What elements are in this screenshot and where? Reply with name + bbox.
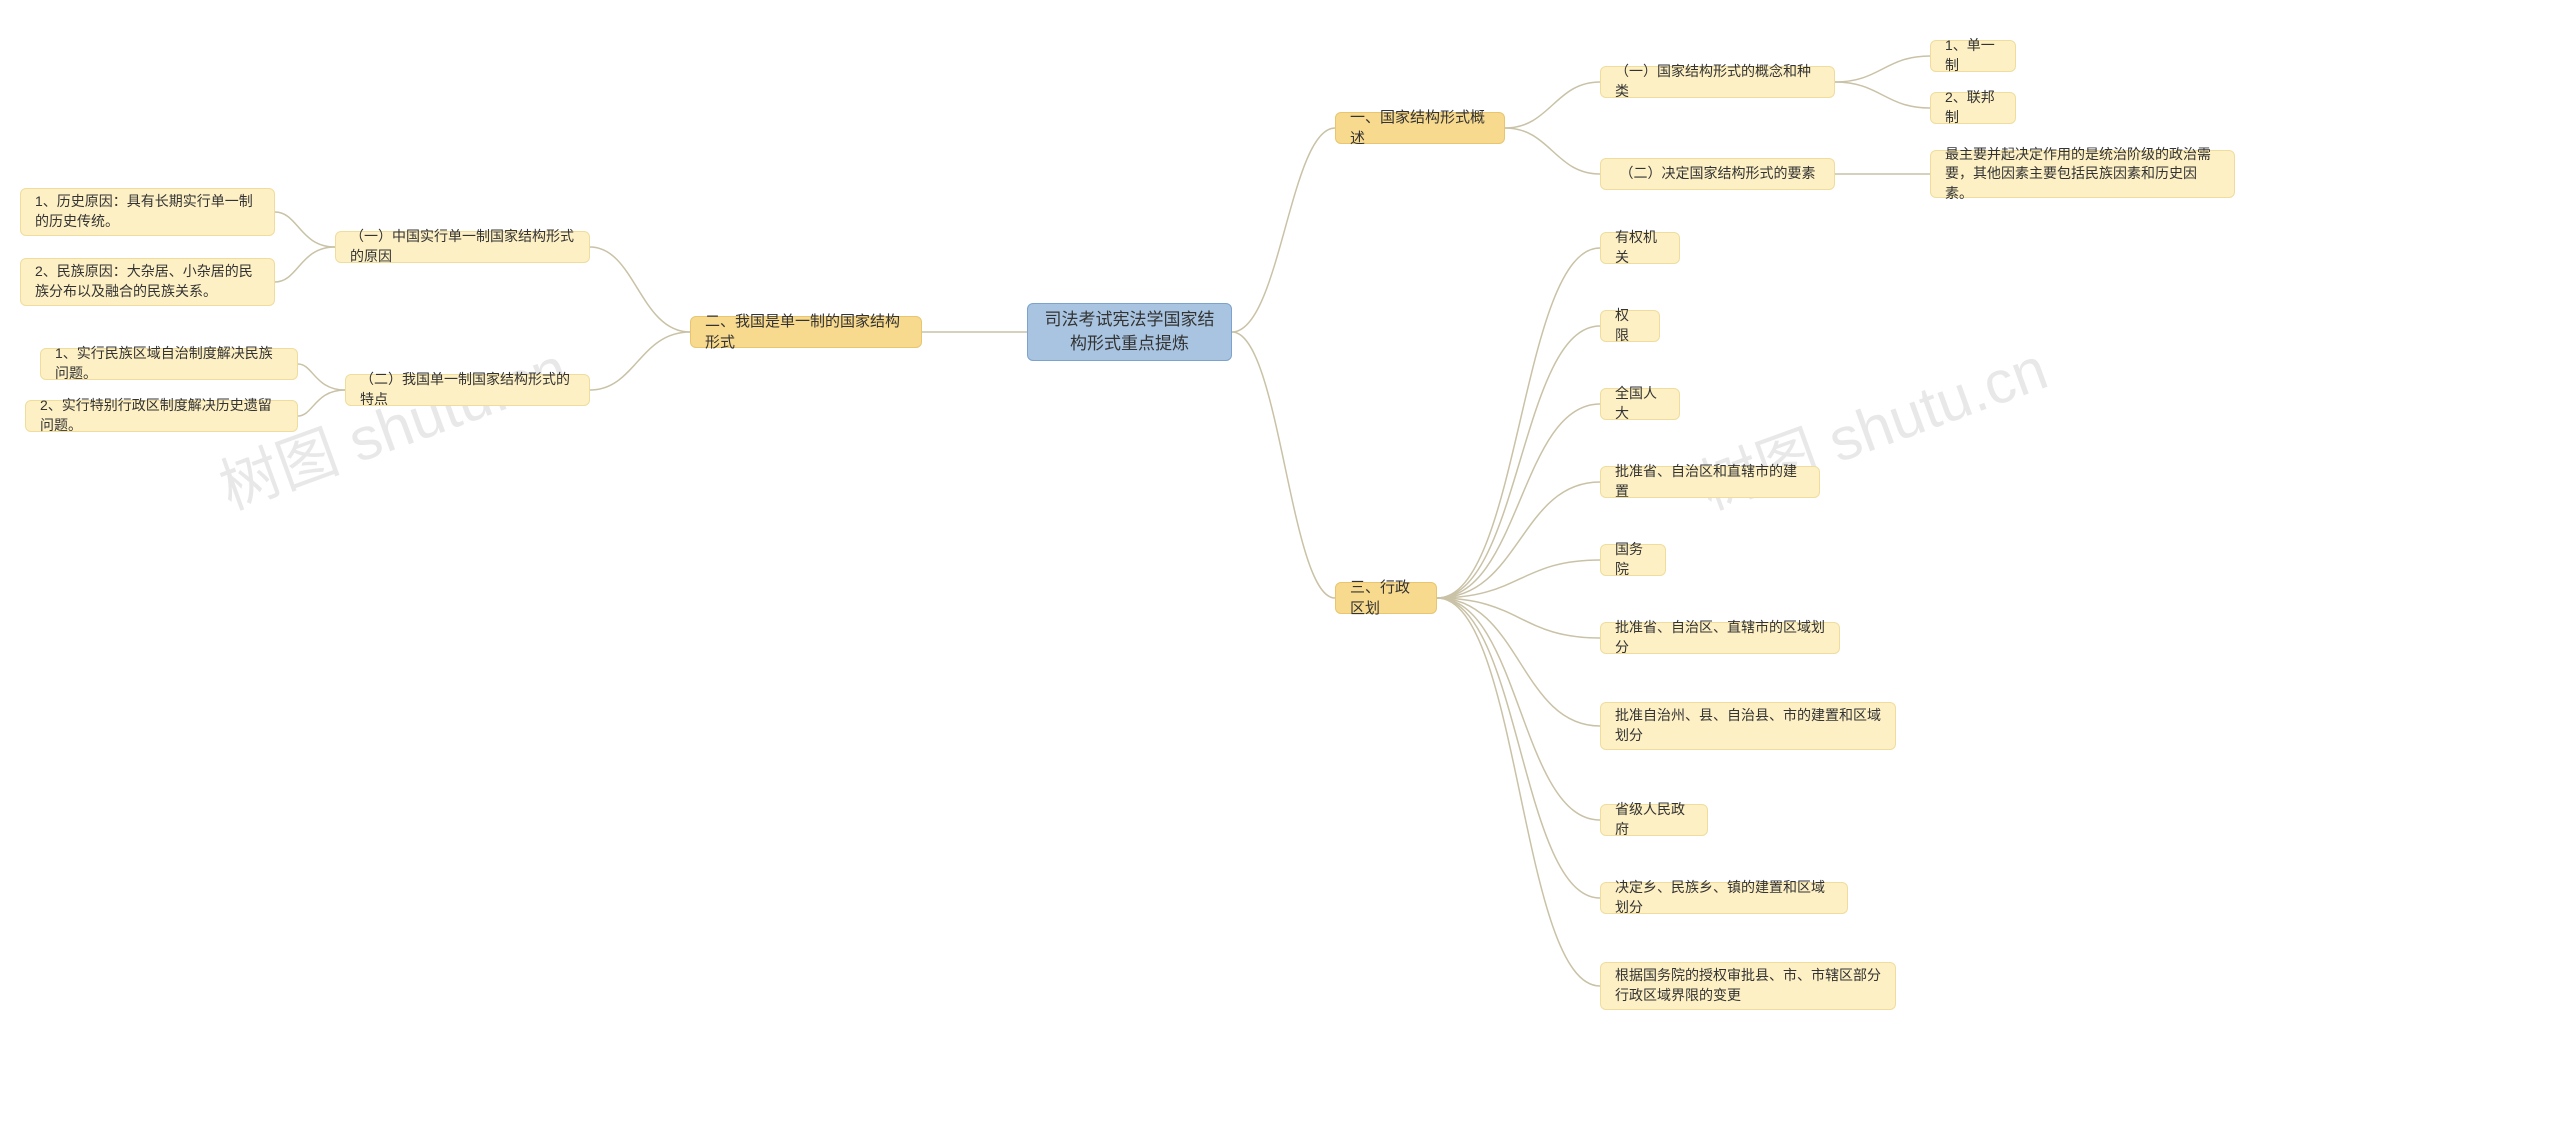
branch3-item1: 权 限 bbox=[1600, 310, 1660, 342]
branch1-sub2-note: 最主要并起决定作用的是统治阶级的政治需要，其他因素主要包括民族因素和历史因素。 bbox=[1930, 150, 2235, 198]
branch1-title: 一、国家结构形式概述 bbox=[1335, 112, 1505, 144]
branch3-item3: 批准省、自治区和直辖市的建置 bbox=[1600, 466, 1820, 498]
branch2-sub2-item1: 2、实行特别行政区制度解决历史遗留问题。 bbox=[25, 400, 298, 432]
branch3-title: 三、行政区划 bbox=[1335, 582, 1437, 614]
branch2-sub2-title: （二）我国单一制国家结构形式的特点 bbox=[345, 374, 590, 406]
branch2-title: 二、我国是单一制的国家结构形式 bbox=[690, 316, 922, 348]
branch3-item8: 决定乡、民族乡、镇的建置和区域划分 bbox=[1600, 882, 1848, 914]
branch2-sub1-item0: 1、历史原因：具有长期实行单一制的历史传统。 bbox=[20, 188, 275, 236]
branch3-item4: 国务院 bbox=[1600, 544, 1666, 576]
root-node: 司法考试宪法学国家结构形式重点提炼 bbox=[1027, 303, 1232, 361]
branch1-sub1-item1: 2、联邦制 bbox=[1930, 92, 2016, 124]
branch3-item2: 全国人大 bbox=[1600, 388, 1680, 420]
branch1-sub1-item0: 1、单一制 bbox=[1930, 40, 2016, 72]
branch2-sub2-item0: 1、实行民族区域自治制度解决民族问题。 bbox=[40, 348, 298, 380]
branch3-item9: 根据国务院的授权审批县、市、市辖区部分行政区域界限的变更 bbox=[1600, 962, 1896, 1010]
branch2-sub1-item1: 2、民族原因：大杂居、小杂居的民族分布以及融合的民族关系。 bbox=[20, 258, 275, 306]
branch3-item0: 有权机关 bbox=[1600, 232, 1680, 264]
branch3-item6: 批准自治州、县、自治县、市的建置和区域划分 bbox=[1600, 702, 1896, 750]
branch3-item5: 批准省、自治区、直辖市的区域划分 bbox=[1600, 622, 1840, 654]
branch2-sub1-title: （一）中国实行单一制国家结构形式的原因 bbox=[335, 231, 590, 263]
branch3-item7: 省级人民政府 bbox=[1600, 804, 1708, 836]
branch1-sub2-title: （二）决定国家结构形式的要素 bbox=[1600, 158, 1835, 190]
branch1-sub1-title: （一）国家结构形式的概念和种类 bbox=[1600, 66, 1835, 98]
